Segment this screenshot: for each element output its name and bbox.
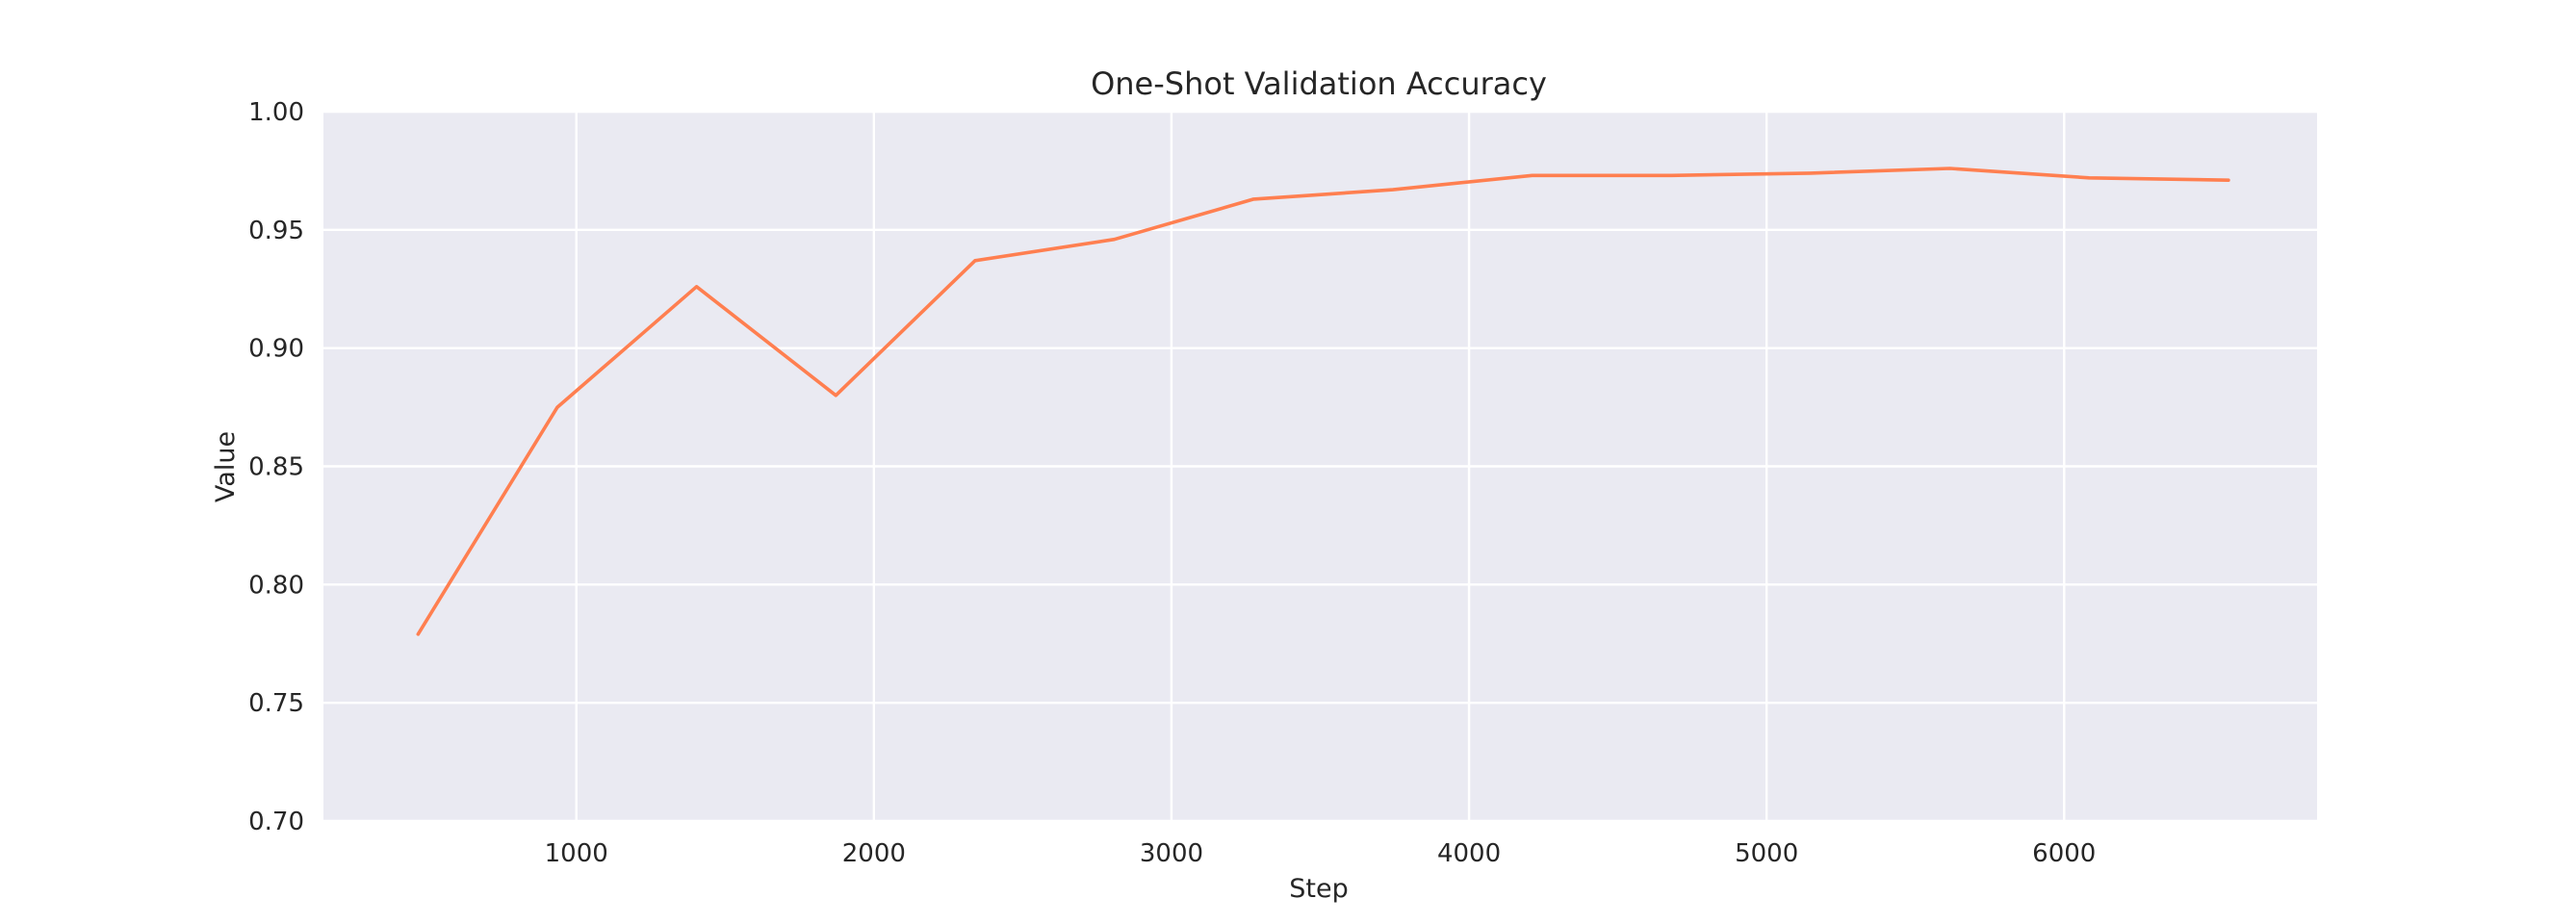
x-tick-label: 6000 bbox=[2032, 839, 2096, 868]
x-tick-label: 4000 bbox=[1437, 839, 1501, 868]
x-tick-label: 5000 bbox=[1735, 839, 1798, 868]
y-tick-label: 0.75 bbox=[248, 689, 304, 718]
x-tick-label: 2000 bbox=[842, 839, 906, 868]
x-tick-labels: 1000 2000 3000 4000 5000 6000 bbox=[545, 839, 2097, 868]
y-axis-label: Value bbox=[211, 431, 241, 502]
y-tick-labels: 0.70 0.75 0.80 0.85 0.90 0.95 1.00 bbox=[248, 98, 304, 836]
x-tick-label: 1000 bbox=[545, 839, 608, 868]
x-axis-label: Step bbox=[1289, 874, 1348, 904]
chart-title: One-Shot Validation Accuracy bbox=[1091, 65, 1547, 102]
y-tick-label: 1.00 bbox=[248, 98, 304, 127]
y-tick-label: 0.80 bbox=[248, 571, 304, 600]
x-tick-label: 3000 bbox=[1140, 839, 1203, 868]
y-tick-label: 0.85 bbox=[248, 453, 304, 482]
y-tick-label: 0.95 bbox=[248, 217, 304, 245]
y-tick-label: 0.90 bbox=[248, 335, 304, 364]
y-tick-label: 0.70 bbox=[248, 808, 304, 836]
